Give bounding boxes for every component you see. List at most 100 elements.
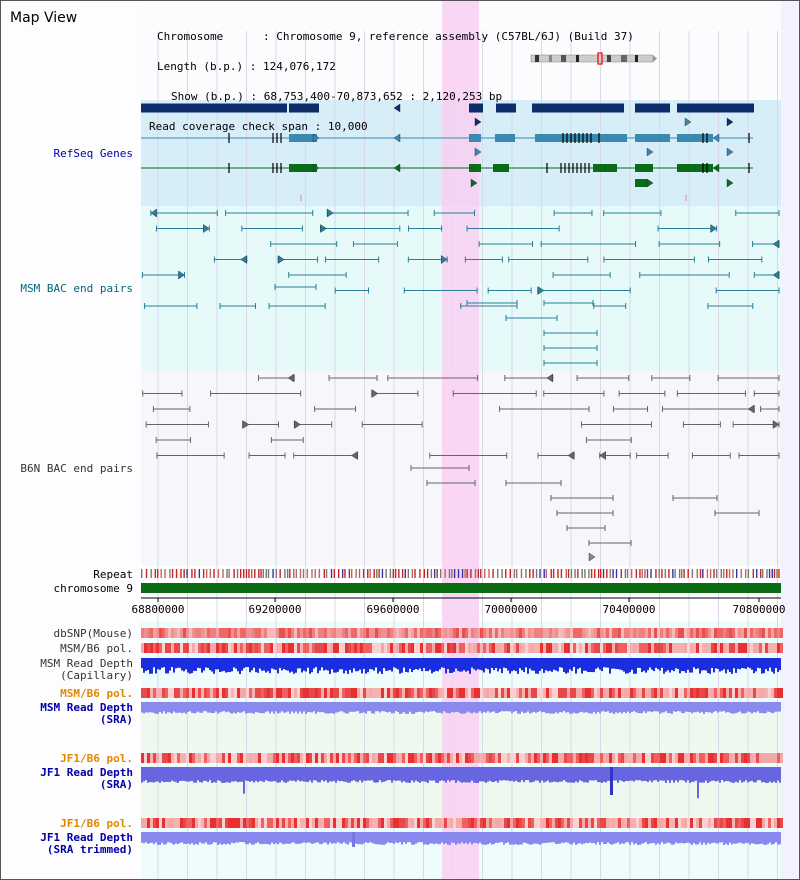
msm-b6-pol-strip xyxy=(744,643,747,653)
jf1-b6-pol-strip xyxy=(459,753,462,763)
jf1-b6-pol-strip xyxy=(186,753,189,763)
msm-depth-sra-bar xyxy=(399,702,401,714)
msm-b6-pol-strip xyxy=(438,643,441,653)
repeat-mark xyxy=(759,569,762,578)
msm-depth-capillary-bar xyxy=(381,658,383,674)
msm-b6-pol-strip xyxy=(648,643,651,653)
gene-exon xyxy=(493,164,509,172)
msm-b6-pol2-strip xyxy=(780,688,783,698)
jf1-b6-pol-strip xyxy=(780,753,783,763)
dbsnp-strip xyxy=(540,628,543,638)
msm-depth-sra-bar xyxy=(649,702,651,712)
jf1-b6-pol-strip xyxy=(360,753,363,763)
msm-depth-capillary-bar xyxy=(683,658,685,672)
jf1-b6-pol2-strip xyxy=(774,818,777,828)
msm-depth-sra-bar xyxy=(641,702,643,714)
dbsnp-strip xyxy=(282,628,285,638)
jf1-b6-pol-strip xyxy=(342,753,345,763)
msm-b6-pol2-strip xyxy=(270,688,273,698)
msm-b6-pol2-strip xyxy=(228,688,231,698)
jf1-depth-sra-bar xyxy=(403,767,405,782)
jf1-b6-pol-strip xyxy=(597,753,600,763)
jf1-depth-sra-bar xyxy=(247,767,249,782)
msm-b6-pol-strip xyxy=(471,643,474,653)
jf1-depth-sra-bar xyxy=(629,767,631,781)
dbsnp-strip xyxy=(489,628,492,638)
repeat-mark xyxy=(513,569,516,578)
msm-depth-capillary-bar xyxy=(485,658,487,669)
jf1-b6-pol2-strip xyxy=(264,818,267,828)
msm-depth-capillary-bar xyxy=(689,658,691,673)
repeat-mark xyxy=(496,569,499,578)
msm-depth-capillary-bar xyxy=(143,658,145,673)
msm-depth-sra-bar xyxy=(647,702,649,712)
dbsnp-strip xyxy=(312,628,315,638)
jf1-b6-pol-strip xyxy=(234,753,237,763)
jf1-depth-sra-bar xyxy=(407,767,409,783)
dbsnp-strip xyxy=(507,628,510,638)
jf1-depth-trimmed-bar xyxy=(599,832,601,845)
msm-b6-pol2-strip xyxy=(510,688,513,698)
jf1-b6-pol-strip xyxy=(468,753,471,763)
jf1-depth-sra-bar xyxy=(263,767,265,783)
repeat-mark xyxy=(373,569,375,578)
msm-depth-sra-bar xyxy=(415,702,417,713)
jf1-b6-pol-strip xyxy=(666,753,669,763)
jf1-depth-sra-bar xyxy=(219,767,221,782)
msm-depth-capillary-bar xyxy=(691,658,693,673)
msm-depth-sra-bar xyxy=(407,702,409,714)
jf1-depth-trimmed-bar xyxy=(493,832,495,845)
dbsnp-strip xyxy=(711,628,714,638)
jf1-b6-pol2-strip xyxy=(441,818,444,828)
msm-depth-sra-bar xyxy=(751,702,753,714)
jf1-b6-pol-strip xyxy=(198,753,201,763)
dbsnp-strip xyxy=(687,628,690,638)
msm-b6-pol-strip xyxy=(534,643,537,653)
gene-exon xyxy=(141,103,287,113)
jf1-b6-pol2-strip xyxy=(432,818,435,828)
jf1-depth-sra-bar xyxy=(367,767,369,781)
msm-depth-capillary-bar xyxy=(763,658,765,674)
dbsnp-strip xyxy=(570,628,573,638)
dbsnp-strip xyxy=(690,628,693,638)
msm-b6-pol-strip xyxy=(642,643,645,653)
dbsnp-strip xyxy=(720,628,723,638)
msm-b6-pol2-strip xyxy=(300,688,303,698)
dbsnp-strip xyxy=(207,628,210,638)
label-msm-b6-pol-2: MSM/B6 pol. xyxy=(60,687,133,700)
jf1-b6-pol-strip xyxy=(729,753,732,763)
jf1-depth-sra-bar xyxy=(293,767,295,781)
jf1-depth-trimmed-bar xyxy=(705,832,707,845)
jf1-depth-trimmed-bar xyxy=(511,832,513,845)
jf1-b6-pol-strip xyxy=(408,753,411,763)
dbsnp-strip xyxy=(630,628,633,638)
dbsnp-strip xyxy=(528,628,531,638)
msm-b6-pol2-strip xyxy=(759,688,762,698)
msm-depth-sra-bar xyxy=(591,702,593,714)
msm-depth-capillary-bar xyxy=(463,658,465,671)
repeat-mark xyxy=(284,569,286,578)
jf1-depth-trimmed-bar xyxy=(375,832,377,845)
jf1-b6-pol-strip xyxy=(573,753,576,763)
jf1-b6-pol2-strip xyxy=(729,818,732,828)
msm-b6-pol2-strip xyxy=(588,688,591,698)
msm-depth-capillary-bar xyxy=(515,658,517,672)
jf1-b6-pol-strip xyxy=(753,753,756,763)
msm-depth-capillary-bar xyxy=(223,658,225,671)
repeat-mark xyxy=(597,569,600,578)
jf1-b6-pol2-strip xyxy=(429,818,432,828)
jf1-b6-pol2-strip xyxy=(546,818,549,828)
jf1-b6-pol-strip xyxy=(366,753,369,763)
jf1-depth-sra-bar xyxy=(545,767,547,782)
msm-b6-pol2-strip xyxy=(612,688,615,698)
msm-b6-pol2-strip xyxy=(444,688,447,698)
dbsnp-strip xyxy=(651,628,654,638)
msm-b6-pol-strip xyxy=(243,643,246,653)
msm-b6-pol-strip xyxy=(153,643,156,653)
msm-depth-sra-bar xyxy=(291,702,293,712)
dbsnp-strip xyxy=(375,628,378,638)
jf1-b6-pol-strip xyxy=(267,753,270,763)
msm-depth-capillary-bar xyxy=(619,658,621,670)
msm-b6-pol2-strip xyxy=(648,688,651,698)
